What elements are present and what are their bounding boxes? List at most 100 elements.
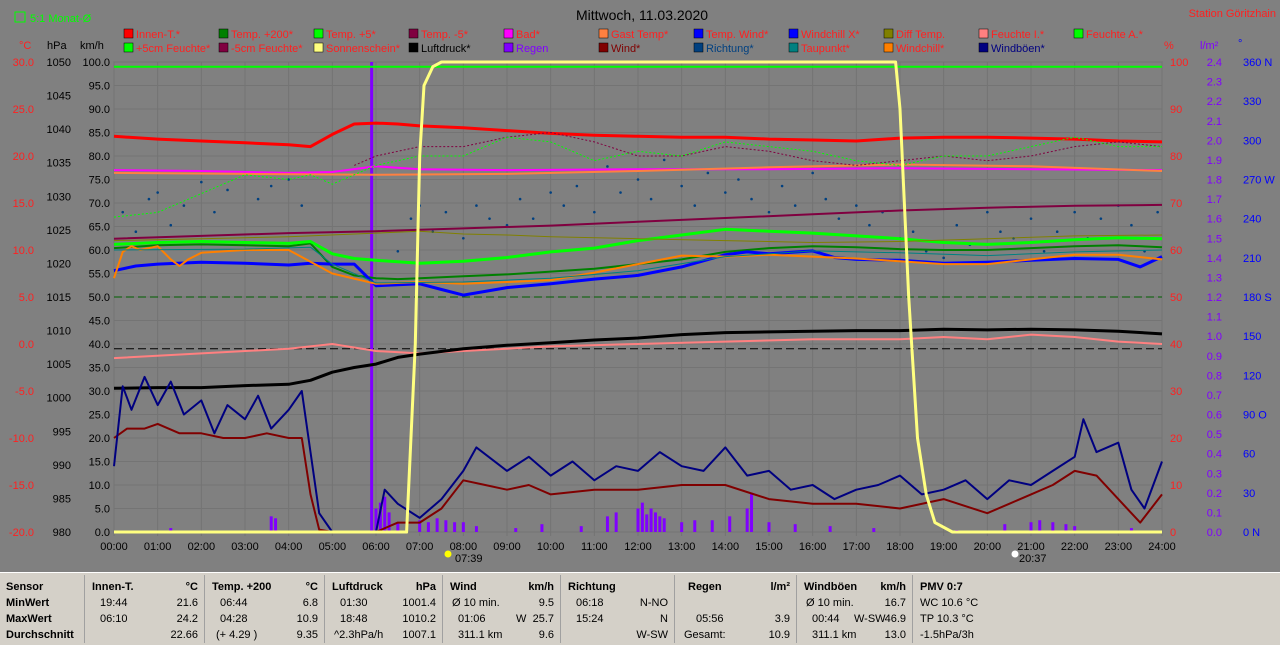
temp-tick-label: -10.0 xyxy=(9,433,34,445)
time-tick-label: 24:00 xyxy=(1148,541,1176,553)
richtung-point xyxy=(942,256,945,260)
percent-tick-label: 30 xyxy=(1170,386,1182,398)
direction-tick-label: 300 xyxy=(1243,135,1261,147)
legend-label: Temp. +5* xyxy=(326,29,377,41)
regen-bar xyxy=(662,518,666,532)
regen-bar xyxy=(461,522,465,532)
series-wind xyxy=(113,422,1163,533)
rain-tick-label: 1.3 xyxy=(1207,272,1222,284)
stats-temp200-max-val: 10.9 xyxy=(296,613,318,625)
temp-tick-label: 0.0 xyxy=(19,339,34,351)
series-windb-en xyxy=(113,375,1163,533)
sunset-marker: 20:37 xyxy=(1011,550,1047,565)
rain-tick-label: 1.5 xyxy=(1207,233,1222,245)
stats-wind-distance: 311.1 km xyxy=(458,629,503,641)
stats-luftdruck-min-val: 1001.4 xyxy=(402,597,436,609)
legend-swatch xyxy=(408,42,419,53)
legend-label: Innen-T.* xyxy=(136,29,181,41)
hpa-tick-label: 1050 xyxy=(47,57,71,69)
regen-bar xyxy=(169,528,173,532)
richtung-point xyxy=(636,178,640,181)
legend-label: Luftdruck* xyxy=(421,43,471,55)
richtung-point xyxy=(750,197,753,201)
richtung-point xyxy=(855,204,858,207)
richtung-point xyxy=(1029,217,1033,220)
stats-richtung-avg-val: W-SW xyxy=(636,629,668,641)
stats-richtung: Richtung 06:18 N-NO 15:24 N W-SW xyxy=(562,575,675,643)
temp-tick-label: 30.0 xyxy=(13,57,34,69)
time-tick-label: 04:00 xyxy=(275,541,303,553)
richtung-point xyxy=(999,230,1002,234)
kmh-tick-label: 55.0 xyxy=(89,269,110,281)
legend-label: Sonnenschein* xyxy=(326,43,401,55)
stats-windboeen-unit: km/h xyxy=(880,581,906,593)
stats-row-max: MaxWert xyxy=(6,613,52,625)
hpa-tick-label: 990 xyxy=(53,460,71,472)
richtung-point xyxy=(1055,230,1059,234)
time-tick-label: 16:00 xyxy=(799,541,827,553)
sun-icon xyxy=(444,550,452,558)
stats-wind-min-label: Ø 10 min. xyxy=(452,597,500,609)
series-temp-200 xyxy=(113,242,1163,281)
legend-swatch xyxy=(598,42,609,53)
stats-wind-unit: km/h xyxy=(528,581,554,593)
rain-tick-label: 1.4 xyxy=(1207,253,1222,265)
chart-title: Mittwoch, 11.03.2020 xyxy=(576,7,708,23)
richtung-point xyxy=(619,191,622,194)
stats-windboeen-avg-val: 13.0 xyxy=(884,629,906,641)
kmh-tick-label: 35.0 xyxy=(89,363,110,375)
regen-bar xyxy=(614,512,618,532)
legend-swatch xyxy=(408,28,419,39)
richtung-point xyxy=(1042,250,1046,253)
regen-bar xyxy=(426,522,430,532)
rain-tick-label: 0.6 xyxy=(1207,410,1222,422)
hpa-tick-label: 995 xyxy=(53,426,71,438)
time-tick-label: 08:00 xyxy=(450,541,478,553)
hpa-tick-label: 1000 xyxy=(47,393,71,405)
richtung-point xyxy=(1130,223,1133,227)
richtung-point xyxy=(767,210,771,214)
stats-temp200-avg-note: (+ 4.29 ) xyxy=(216,629,258,641)
time-tick-label: 17:00 xyxy=(843,541,871,553)
richtung-point xyxy=(462,236,465,240)
stats-innen-unit: °C xyxy=(185,581,198,593)
stats-windboeen-min-val: 16.7 xyxy=(884,597,906,609)
rain-tick-label: 2.0 xyxy=(1207,135,1222,147)
richtung-point xyxy=(549,191,552,194)
legend-label: Feuchte I.* xyxy=(991,29,1045,41)
regen-bar xyxy=(579,526,583,532)
richtung-point xyxy=(824,197,828,201)
regen-bar xyxy=(750,492,754,532)
rain-tick-label: 1.1 xyxy=(1207,312,1222,324)
series-5cm-feuchte xyxy=(354,132,1163,166)
regen-bar xyxy=(745,508,749,532)
regen-bar xyxy=(728,516,732,532)
axes: 00:00 01:00 02:00 03:00 04:00 05:00 06:00 07:00… xyxy=(9,57,1275,553)
regen-bar xyxy=(680,522,684,532)
richtung-point xyxy=(693,204,697,207)
time-tick-label: 23:00 xyxy=(1105,541,1133,553)
kmh-tick-label: 100.0 xyxy=(82,57,110,69)
direction-tick-label: 60 xyxy=(1243,449,1255,461)
regen-bar xyxy=(658,516,662,532)
stats-regen-total-val: 10.9 xyxy=(768,629,790,641)
time-tick-label: 13:00 xyxy=(668,541,696,553)
mode-label[interactable]: 5:1 Monat-Ø xyxy=(30,13,92,25)
regen-bar xyxy=(710,520,714,532)
legend-swatch xyxy=(503,42,514,53)
legend-label: Feuchte A.* xyxy=(1086,29,1144,41)
richtung-point xyxy=(169,223,173,227)
stats-luftdruck-title: Luftdruck xyxy=(332,581,383,593)
richtung-point xyxy=(562,204,566,207)
mode-checkbox-icon[interactable] xyxy=(14,11,26,23)
kmh-tick-label: 5.0 xyxy=(95,504,110,516)
regen-bar xyxy=(872,528,876,532)
kmh-tick-label: 10.0 xyxy=(89,480,110,492)
stats-wind-title: Wind xyxy=(450,581,477,593)
time-tick-label: 02:00 xyxy=(188,541,216,553)
stats-wind-max-dir: W xyxy=(516,613,527,625)
stats-windboeen: Windböen km/h Ø 10 min. 16.7 00:44 W-SW 46.9… xyxy=(798,575,913,643)
regen-bar xyxy=(793,524,797,532)
unit-rain: l/m² xyxy=(1200,40,1219,52)
legend-swatch xyxy=(218,42,229,53)
